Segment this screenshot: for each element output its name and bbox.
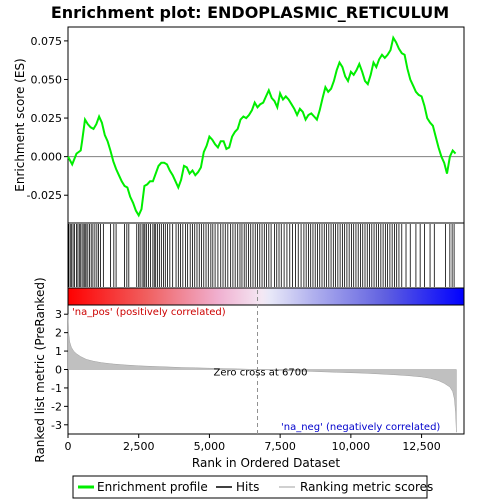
es-ytick-label: 0.050 [31, 73, 63, 86]
zero-cross-label: Zero cross at 6700 [214, 368, 308, 379]
legend-label-metric: Ranking metric scores [300, 480, 433, 494]
hits-area [67, 222, 465, 289]
rank-xlabel: Rank in Ordered Dataset [192, 456, 340, 470]
rank-xtick-label: 5,000 [194, 440, 226, 453]
es-ylabel: Enrichment score (ES) [13, 58, 27, 191]
legend-label-hits: Hits [236, 480, 259, 494]
es-ytick-label: 0.075 [31, 35, 63, 48]
es-panel: -0.025 0.000 0.025 0.050 0.075 Enrichment sc… [13, 26, 465, 224]
legend-box [72, 475, 428, 499]
es-y-axis: -0.025 0.000 0.025 0.050 0.075 [27, 35, 68, 202]
rank-xtick-label: 2,500 [123, 440, 155, 453]
rank-xtick-label: 0 [65, 440, 72, 453]
rank-xtick-label: 7,500 [264, 440, 296, 453]
ranking-metric-panel: Zero cross at 6700 'na_pos' (positively … [33, 277, 465, 470]
enrichment-profile-line [67, 35, 457, 218]
es-ytick-label: -0.025 [27, 189, 62, 202]
rank-ytick-label: -3 [51, 419, 62, 432]
es-plot-area [67, 26, 465, 224]
rank-ytick-label: 0 [55, 364, 62, 377]
rank-gradient-bar [67, 287, 465, 306]
rank-ytick-label: 1 [55, 345, 62, 358]
rank-ylabel: Ranked list metric (PreRanked) [33, 277, 47, 462]
pos-label: 'na_pos' (positively correlated) [72, 307, 226, 318]
rank-ytick-label: -1 [51, 382, 62, 395]
rank-y-axis: -3 -2 -1 0 1 2 3 [51, 308, 68, 432]
es-ytick-label: 0.025 [31, 112, 63, 125]
rank-xtick-label: 12,500 [402, 440, 441, 453]
rank-color-bar [67, 287, 465, 306]
chart-title: Enrichment plot: ENDOPLASMIC_RETICULUM [51, 3, 449, 22]
rank-ytick-label: 3 [55, 308, 62, 321]
hits-panel [67, 222, 465, 289]
legend: Enrichment profile Hits Ranking metric s… [72, 475, 433, 499]
rank-x-axis: 0 2,500 5,000 7,500 10,000 12,500 [65, 434, 441, 453]
rank-xtick-label: 10,000 [332, 440, 371, 453]
ranking-metric-area [67, 314, 457, 433]
rank-ytick-label: 2 [55, 327, 62, 340]
es-ytick-label: 0.000 [31, 151, 63, 164]
neg-label: 'na_neg' (negatively correlated) [281, 422, 440, 433]
legend-label-profile: Enrichment profile [97, 480, 208, 494]
rank-ytick-label: -2 [51, 400, 62, 413]
hit-lines [68, 224, 455, 287]
